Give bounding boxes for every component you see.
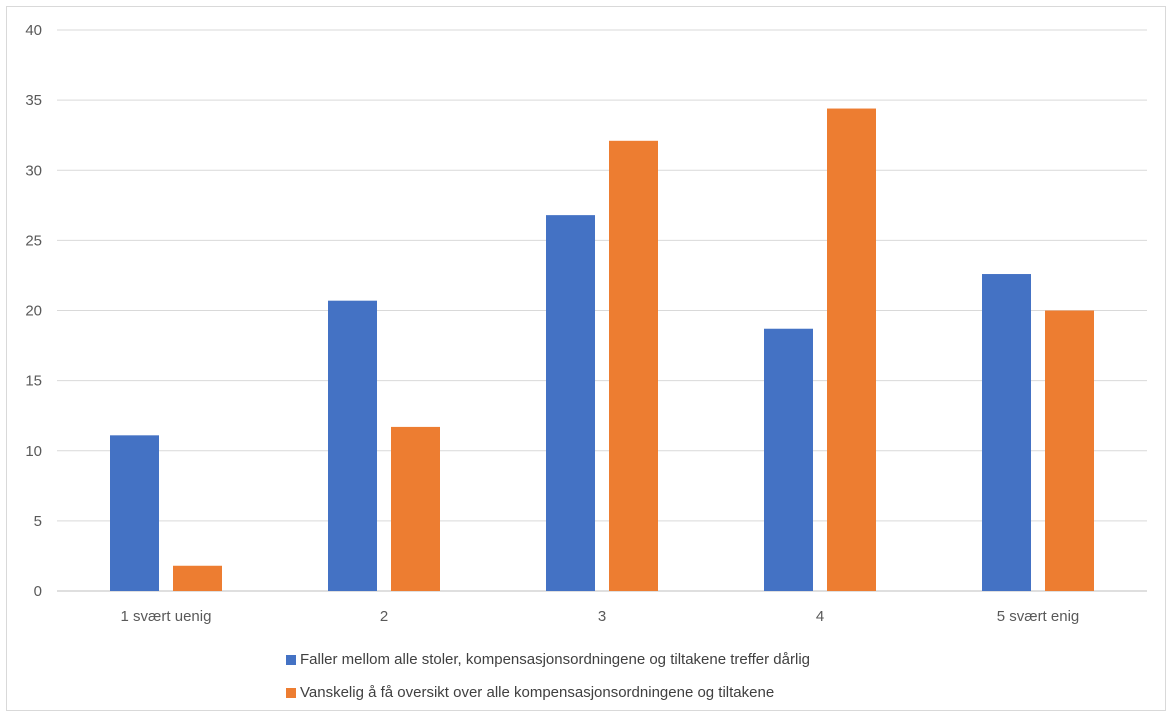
legend-label-series-2: Vanskelig å få oversikt over alle kompen…: [300, 684, 775, 701]
bar-series-1-4: [764, 328, 813, 591]
bar-series-2-2: [391, 426, 440, 591]
y-tick-label: 35: [25, 92, 42, 109]
y-axis-ticks: 0 5 10 15 20 25 30 35 40: [25, 22, 42, 600]
x-tick-label: 3: [598, 608, 606, 625]
bar-series-2-3: [609, 140, 658, 592]
bar-series-2-4: [827, 108, 876, 591]
bar-series-1-3: [546, 215, 595, 591]
legend-item-series-2: Vanskelig å få oversikt over alle kompen…: [286, 684, 774, 701]
legend-item-series-1: Faller mellom alle stoler, kompensasjons…: [286, 651, 810, 668]
y-tick-label: 40: [25, 22, 42, 39]
legend-label-series-1: Faller mellom alle stoler, kompensasjons…: [300, 651, 810, 668]
y-tick-label: 10: [25, 443, 42, 460]
x-tick-label: 4: [816, 608, 824, 625]
bar-series-2-5: [1045, 310, 1094, 591]
legend-swatch-series-2: [286, 687, 296, 698]
y-tick-label: 25: [25, 232, 42, 249]
x-axis-ticks: 1 svært uenig 2 3 4 5 svært enig: [121, 608, 1080, 625]
y-tick-label: 5: [34, 513, 42, 530]
y-tick-label: 20: [25, 303, 42, 320]
bar-series-1-2: [328, 300, 377, 591]
y-tick-label: 30: [25, 162, 42, 179]
y-tick-label: 15: [25, 373, 42, 390]
bars: [110, 108, 1094, 592]
x-tick-label: 5 svært enig: [997, 608, 1080, 625]
x-tick-label: 2: [380, 608, 388, 625]
bar-series-1-1: [110, 435, 159, 591]
bar-series-1-5: [982, 274, 1031, 591]
bar-series-2-1: [173, 565, 222, 591]
y-tick-label: 0: [34, 583, 42, 600]
x-tick-label: 1 svært uenig: [121, 608, 212, 625]
legend-swatch-series-1: [286, 654, 296, 665]
grid-lines: [57, 29, 1147, 592]
